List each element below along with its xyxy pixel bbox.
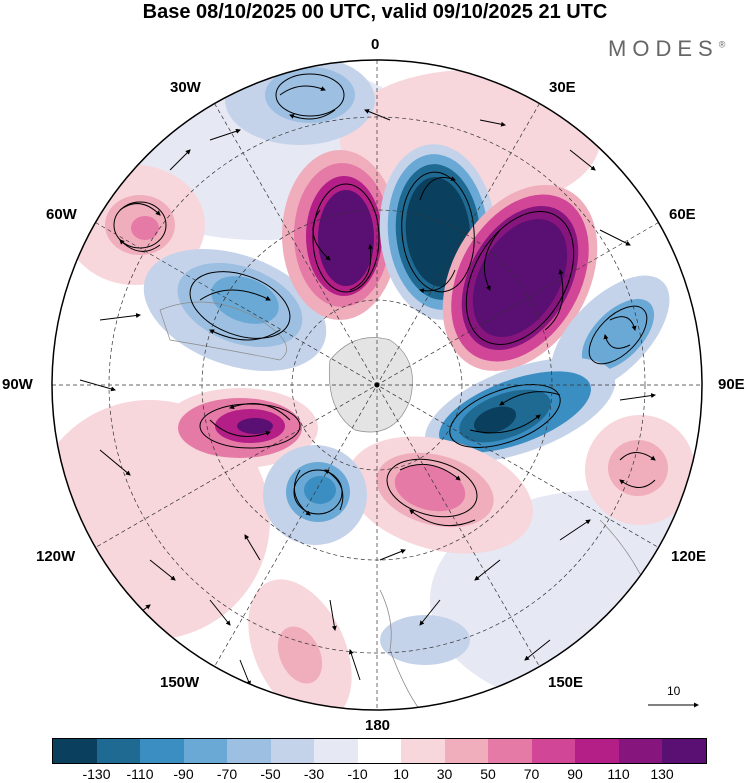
colorbar-tick-label: -130 <box>82 766 111 782</box>
colorbar-swatch <box>314 739 358 763</box>
colorbar-swatch <box>401 739 445 763</box>
north-pole-marker <box>374 382 380 388</box>
coastline <box>159 301 287 361</box>
colorbar-tick-label: 110 <box>607 766 630 782</box>
colorbar-swatch <box>53 739 97 763</box>
colorbar-swatch <box>488 739 532 763</box>
anomaly-core <box>472 219 568 337</box>
colorbar-tick-label: -30 <box>303 766 325 782</box>
colorbar-swatch <box>140 739 184 763</box>
colorbar-swatch <box>183 739 227 763</box>
anomaly-core <box>277 626 323 684</box>
colorbar-swatch <box>96 739 140 763</box>
lon-label-0: 0 <box>371 36 380 53</box>
cyclone-anomaly-165e <box>380 615 470 665</box>
anomaly-core <box>473 406 517 434</box>
lon-label-120w: 120W <box>36 548 76 565</box>
colorbar-tick-label: 50 <box>480 766 496 782</box>
lon-label-150w: 150W <box>160 674 200 691</box>
anomaly-core <box>131 216 159 240</box>
lon-label-60e: 60E <box>669 206 696 223</box>
colorbar-swatch <box>270 739 314 763</box>
coastline <box>379 589 421 710</box>
anomaly-core <box>211 276 279 324</box>
lon-label-150e: 150E <box>548 674 584 691</box>
colorbar-swatch <box>618 739 662 763</box>
colorbar-tick-label: -110 <box>126 766 154 782</box>
colorbar-swatch <box>227 739 271 763</box>
colorbar-tick-label: 30 <box>436 766 453 782</box>
anomaly-core <box>265 67 355 123</box>
colorbar-swatch <box>444 739 488 763</box>
colorbar-ticks: -130 -110 -90 -70 -50 -30 -10 10 30 50 70 90 110 130 <box>0 766 750 782</box>
anomaly-field <box>52 60 702 710</box>
colorbar-tick-label: 130 <box>650 766 674 782</box>
modes-logo: MODES® <box>608 36 726 61</box>
anomaly-core <box>581 298 655 372</box>
lon-label-90w: 90W <box>2 376 33 393</box>
colorbar-swatch <box>575 739 619 763</box>
anomaly-core <box>237 418 273 434</box>
lon-label-60w: 60W <box>46 206 77 223</box>
map-border <box>51 59 703 711</box>
anomaly-core <box>304 476 336 504</box>
chart-title: Base 08/10/2025 00 UTC, valid 09/10/2025… <box>142 1 608 23</box>
lon-label-90e: 90E <box>718 376 745 393</box>
anomaly-core <box>394 464 466 512</box>
colorbar-tick-label: 70 <box>523 766 540 782</box>
contour-lines <box>113 73 648 518</box>
reference-vector-label: 10 <box>667 684 681 698</box>
anomaly-core <box>318 190 374 286</box>
colorbar-swatch <box>357 739 401 763</box>
colorbar-swatch <box>531 739 575 763</box>
colorbar <box>52 738 707 764</box>
colorbar-tick-label: -10 <box>347 766 368 782</box>
lon-label-30e: 30E <box>549 79 576 96</box>
lon-label-120e: 120E <box>671 548 707 565</box>
colorbar-tick-label: -70 <box>216 766 238 782</box>
wind-vectors <box>79 85 681 686</box>
lon-label-30w: 30W <box>170 79 201 96</box>
colorbar-tick-label: -90 <box>173 766 194 782</box>
lon-label-180: 180 <box>365 717 391 734</box>
colorbar-swatch <box>662 739 706 763</box>
colorbar-tick-label: 90 <box>567 766 583 782</box>
colorbar-tick-label: -50 <box>260 766 281 782</box>
colorbar-tick-label: 10 <box>393 766 409 782</box>
